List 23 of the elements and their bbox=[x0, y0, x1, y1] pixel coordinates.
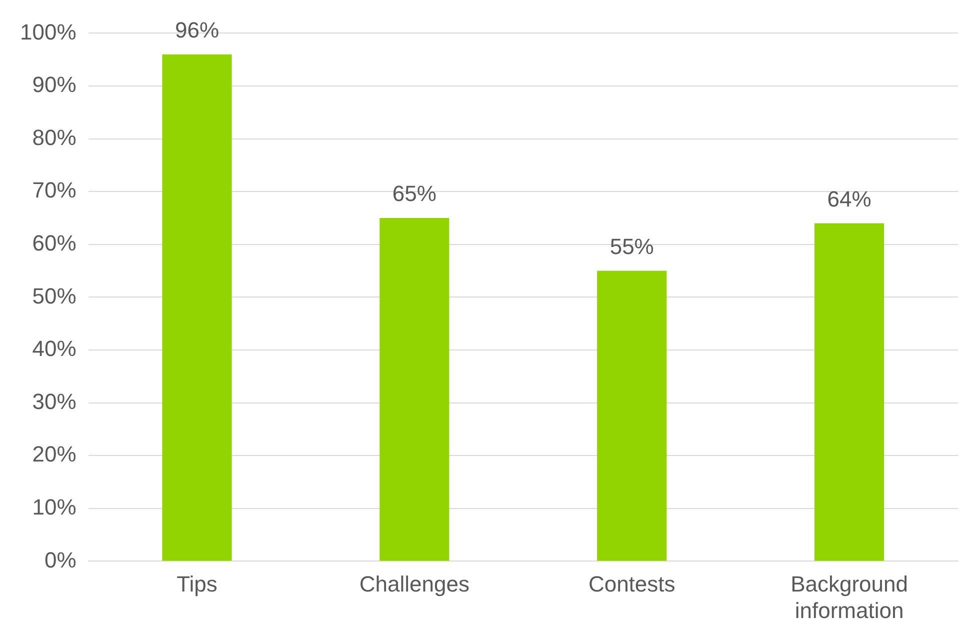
bar bbox=[380, 218, 450, 561]
y-tick-label: 80% bbox=[32, 124, 76, 150]
bar bbox=[162, 54, 232, 561]
y-tick-label: 50% bbox=[32, 283, 76, 308]
x-tick-label: Tips bbox=[176, 571, 218, 596]
data-label: 55% bbox=[610, 234, 654, 259]
y-tick-label: 60% bbox=[32, 230, 76, 256]
x-tick-label: Background information bbox=[790, 571, 908, 623]
y-tick-label: 70% bbox=[32, 178, 76, 203]
y-tick-label: 90% bbox=[32, 72, 76, 98]
x-tick-label: Challenges bbox=[359, 571, 470, 596]
bar bbox=[597, 270, 667, 561]
data-label: 64% bbox=[827, 186, 872, 212]
y-tick-label: 100% bbox=[20, 19, 76, 44]
bar bbox=[814, 223, 884, 561]
y-tick-label: 30% bbox=[32, 388, 76, 414]
x-tick-label: Contests bbox=[588, 571, 676, 596]
y-tick-label: 0% bbox=[44, 547, 76, 572]
y-tick-label: 20% bbox=[32, 442, 76, 467]
data-label: 96% bbox=[174, 17, 220, 42]
y-tick-label: 10% bbox=[32, 494, 76, 520]
y-tick-label: 40% bbox=[32, 336, 76, 362]
data-label: 65% bbox=[392, 181, 436, 206]
